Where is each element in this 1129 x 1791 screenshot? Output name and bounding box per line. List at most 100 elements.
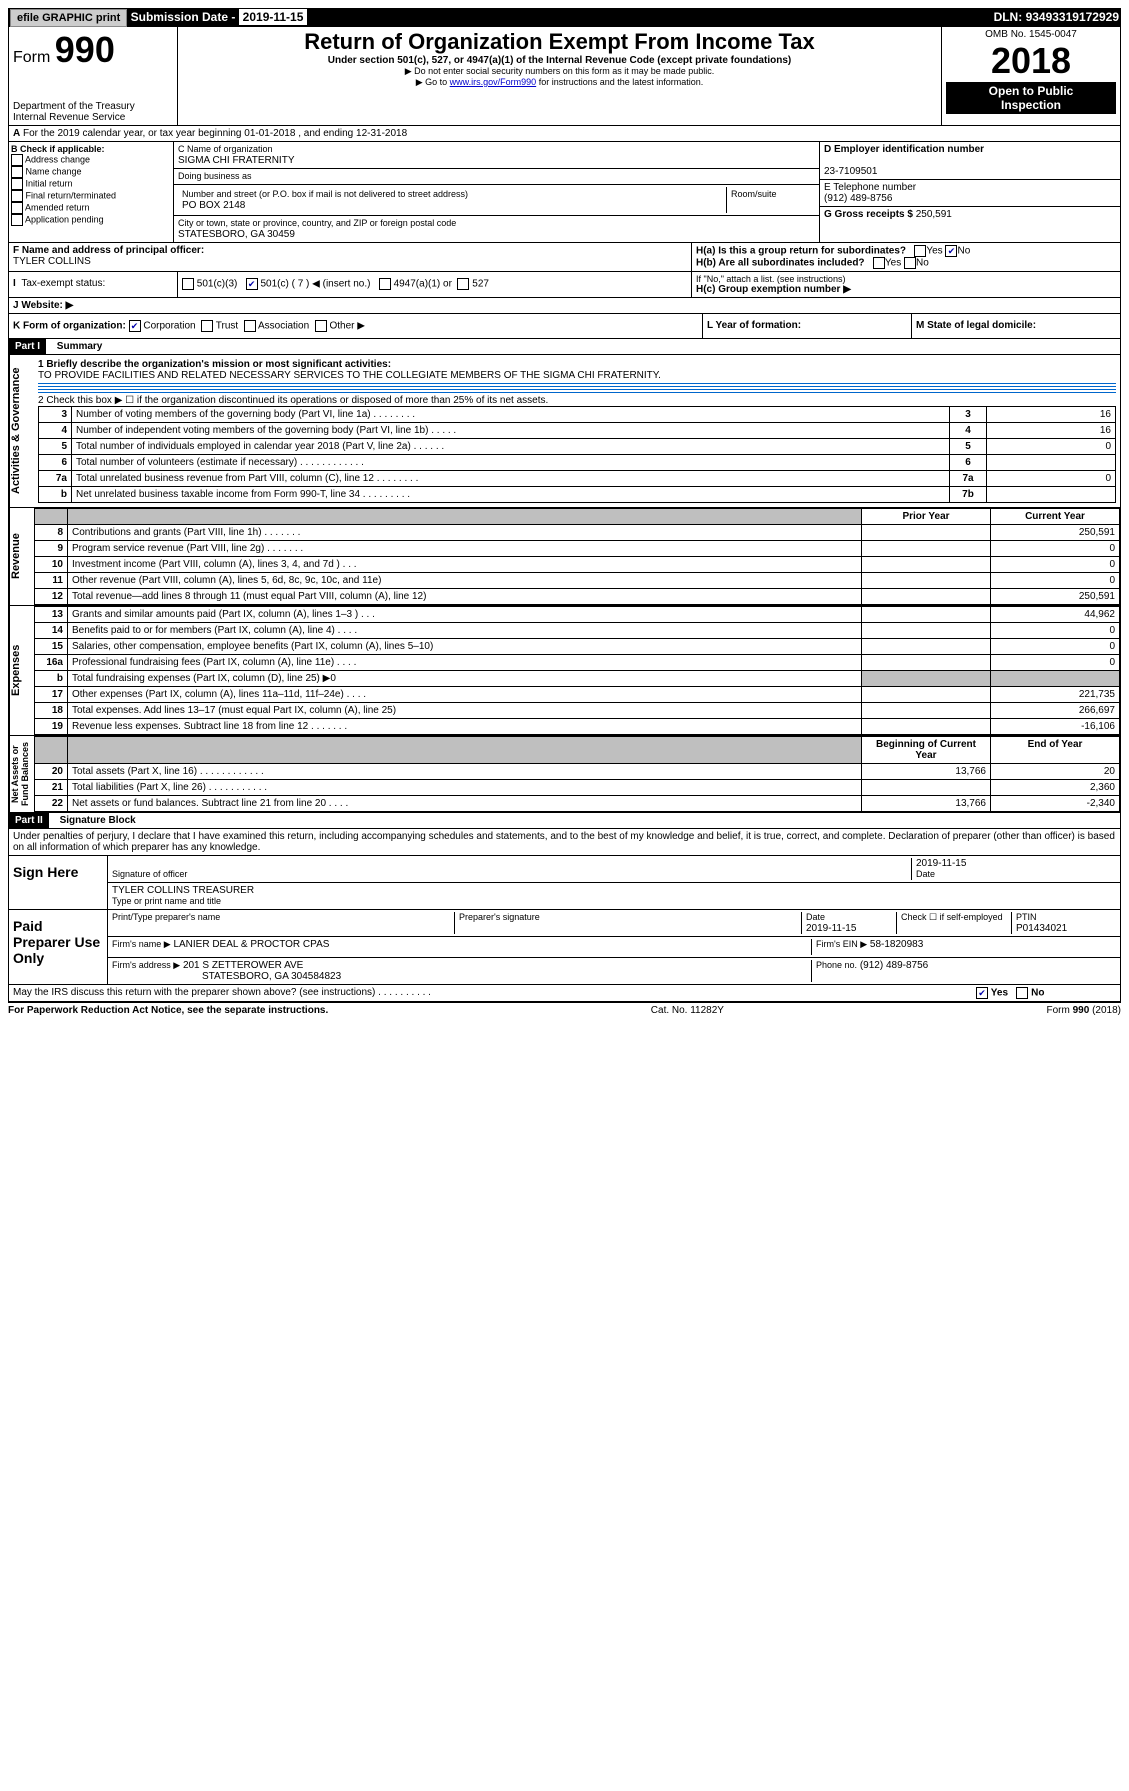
line-prior bbox=[862, 703, 991, 719]
discuss-yes[interactable] bbox=[976, 987, 988, 999]
line-num: 6 bbox=[39, 455, 72, 471]
line-current: 221,735 bbox=[991, 687, 1120, 703]
line-current: 0 bbox=[991, 623, 1120, 639]
line-desc: Total revenue—add lines 8 through 11 (mu… bbox=[68, 589, 862, 605]
dba-label: Doing business as bbox=[178, 171, 252, 181]
discuss-text: May the IRS discuss this return with the… bbox=[13, 987, 976, 999]
hb-yes[interactable] bbox=[873, 257, 885, 269]
line-desc: Total number of volunteers (estimate if … bbox=[72, 455, 950, 471]
check-other[interactable] bbox=[315, 320, 327, 332]
line-current: 20 bbox=[991, 764, 1120, 780]
line-prior bbox=[862, 671, 991, 687]
form-subtitle: Under section 501(c), 527, or 4947(a)(1)… bbox=[182, 55, 937, 66]
check-trust[interactable] bbox=[201, 320, 213, 332]
discuss-row: May the IRS discuss this return with the… bbox=[8, 985, 1121, 1002]
org-city: STATESBORO, GA 30459 bbox=[178, 229, 295, 240]
firm-ein: 58-1820983 bbox=[870, 939, 923, 950]
line-desc: Total liabilities (Part X, line 26) . . … bbox=[68, 780, 862, 796]
entity-grid: B Check if applicable: Address change Na… bbox=[8, 142, 1121, 243]
line-prior bbox=[862, 623, 991, 639]
line-current: 0 bbox=[991, 557, 1120, 573]
line-desc: Benefits paid to or for members (Part IX… bbox=[68, 623, 862, 639]
line-num: 4 bbox=[39, 423, 72, 439]
i-label: Tax-exempt status: bbox=[21, 278, 105, 289]
declaration: Under penalties of perjury, I declare th… bbox=[8, 829, 1121, 856]
line-desc: Total number of individuals employed in … bbox=[72, 439, 950, 455]
check-527[interactable] bbox=[457, 278, 469, 290]
ha-label: H(a) Is this a group return for subordin… bbox=[696, 246, 906, 257]
phone-value: (912) 489-8756 bbox=[824, 193, 892, 204]
efile-btn[interactable]: efile GRAPHIC print bbox=[10, 9, 127, 27]
discuss-yes-lbl: Yes bbox=[991, 988, 1008, 999]
ha-yes[interactable] bbox=[914, 245, 926, 257]
hb-no[interactable] bbox=[904, 257, 916, 269]
city-label: City or town, state or province, country… bbox=[178, 218, 456, 228]
omb-number: OMB No. 1545-0047 bbox=[946, 29, 1116, 40]
footer-right: Form 990 (2018) bbox=[1047, 1005, 1122, 1016]
check-final[interactable] bbox=[11, 190, 23, 202]
line-value: 16 bbox=[987, 423, 1116, 439]
line2-text: 2 Check this box ▶ ☐ if the organization… bbox=[38, 395, 1116, 406]
check-pending[interactable] bbox=[11, 214, 23, 226]
firm-addr: 201 S ZETTEROWER AVE bbox=[183, 960, 303, 971]
check-amended[interactable] bbox=[11, 202, 23, 214]
sig-date-label: Date bbox=[916, 869, 935, 879]
note2-prefix: ▶ Go to bbox=[416, 77, 450, 87]
sign-here-label: Sign Here bbox=[9, 856, 108, 909]
line-desc: Grants and similar amounts paid (Part IX… bbox=[68, 607, 862, 623]
ha-no[interactable] bbox=[945, 245, 957, 257]
line-box: 6 bbox=[950, 455, 987, 471]
form-header: Form 990 Department of the Treasury Inte… bbox=[8, 26, 1121, 126]
hdr-blank bbox=[35, 737, 68, 764]
line-num: 7a bbox=[39, 471, 72, 487]
opt-final: Final return/terminated bbox=[26, 190, 117, 200]
check-501c[interactable] bbox=[246, 278, 258, 290]
form990-link[interactable]: www.irs.gov/Form990 bbox=[450, 77, 537, 87]
firm-phone-label: Phone no. bbox=[816, 960, 857, 970]
discuss-no[interactable] bbox=[1016, 987, 1028, 999]
part1: Part I Summary bbox=[8, 339, 1121, 355]
check-name[interactable] bbox=[11, 166, 23, 178]
line-current bbox=[991, 671, 1120, 687]
line-prior bbox=[862, 639, 991, 655]
check-address[interactable] bbox=[11, 154, 23, 166]
line-prior bbox=[862, 541, 991, 557]
line-desc: Salaries, other compensation, employee b… bbox=[68, 639, 862, 655]
form-title: Return of Organization Exempt From Incom… bbox=[182, 29, 937, 55]
line-prior bbox=[862, 719, 991, 735]
line-current: 250,591 bbox=[991, 589, 1120, 605]
org-name: SIGMA CHI FRATERNITY bbox=[178, 155, 295, 166]
line-current: 2,360 bbox=[991, 780, 1120, 796]
check-4947[interactable] bbox=[379, 278, 391, 290]
line-num: 22 bbox=[35, 796, 68, 812]
addr-label: Number and street (or P.O. box if mail i… bbox=[182, 189, 468, 199]
line-current: -2,340 bbox=[991, 796, 1120, 812]
hdr-blank bbox=[35, 509, 68, 525]
ein-label: D Employer identification number bbox=[824, 144, 984, 155]
line-num: 20 bbox=[35, 764, 68, 780]
line-prior bbox=[862, 687, 991, 703]
line-num: 3 bbox=[39, 407, 72, 423]
website-label: J Website: ▶ bbox=[13, 300, 73, 311]
part2-title: Signature Block bbox=[52, 815, 136, 826]
check-corp[interactable] bbox=[129, 320, 141, 332]
hc-label: H(c) Group exemption number ▶ bbox=[696, 284, 851, 295]
line-desc: Total expenses. Add lines 13–17 (must eq… bbox=[68, 703, 862, 719]
line-current: -16,106 bbox=[991, 719, 1120, 735]
l-label: L Year of formation: bbox=[707, 320, 801, 331]
check-initial[interactable] bbox=[11, 178, 23, 190]
table-netassets: Beginning of Current Year End of Year20 … bbox=[34, 736, 1120, 812]
line-value: 16 bbox=[987, 407, 1116, 423]
check-501c3[interactable] bbox=[182, 278, 194, 290]
line-current: 44,962 bbox=[991, 607, 1120, 623]
hb-note: If "No," attach a list. (see instruction… bbox=[696, 274, 1116, 284]
line-value: 0 bbox=[987, 471, 1116, 487]
check-self-employed: Check ☐ if self-employed bbox=[901, 912, 1003, 922]
line-prior bbox=[862, 607, 991, 623]
part1-header: Part I bbox=[9, 339, 46, 354]
check-assoc[interactable] bbox=[244, 320, 256, 332]
org-addr: PO BOX 2148 bbox=[182, 200, 245, 211]
line-value bbox=[987, 487, 1116, 503]
row-i: I Tax-exempt status: 501(c)(3) 501(c) ( … bbox=[8, 272, 1121, 298]
dept-treasury: Department of the Treasury Internal Reve… bbox=[13, 101, 173, 123]
